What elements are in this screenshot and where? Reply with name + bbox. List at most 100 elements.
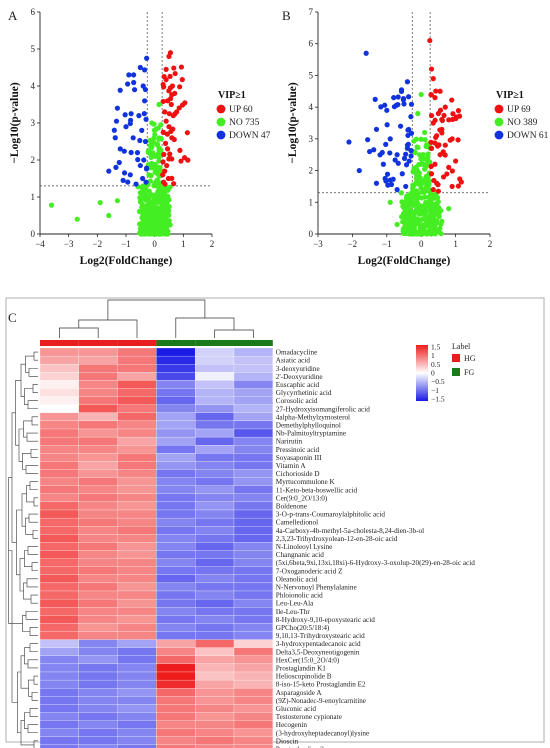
data-point — [418, 91, 424, 98]
heatmap-cell — [156, 412, 196, 422]
data-point — [346, 139, 352, 145]
data-point — [155, 168, 161, 174]
data-point — [131, 72, 137, 78]
data-point — [372, 96, 378, 102]
heatmap-cell — [39, 688, 79, 697]
legend-title: VIP≥1 — [496, 90, 524, 101]
heatmap-cell — [117, 509, 157, 519]
y-tick-label: 1 — [31, 192, 36, 202]
data-point — [163, 200, 169, 206]
data-point — [437, 107, 444, 113]
data-point — [151, 127, 157, 133]
legend-marker — [494, 104, 504, 114]
annotation-legend-swatch — [452, 354, 460, 362]
heatmap-cell — [156, 696, 196, 705]
data-point — [405, 132, 411, 139]
group-annotation-cell — [234, 340, 273, 346]
heatmap-cell — [233, 493, 273, 503]
heatmap-cell — [78, 607, 118, 616]
data-point — [143, 184, 149, 190]
heatmap-cell — [195, 542, 235, 551]
heatmap-cell — [195, 679, 235, 689]
heatmap-cell — [195, 453, 235, 462]
legend-label: UP 60 — [229, 105, 253, 115]
heatmap-cell — [195, 355, 235, 365]
heatmap-cell — [233, 655, 273, 665]
x-tick-label: −2 — [348, 239, 358, 249]
row-label: Myrtucommulone K — [276, 478, 336, 486]
heatmap-cell — [195, 380, 235, 389]
heatmap-cell — [233, 696, 273, 705]
data-point — [181, 155, 188, 161]
data-point — [140, 175, 146, 182]
row-dendrogram-branch — [30, 594, 38, 604]
data-point — [413, 164, 419, 171]
data-point — [446, 206, 452, 212]
heatmap-cell — [39, 445, 79, 454]
data-point — [398, 190, 405, 196]
y-tick-label: 3 — [309, 134, 314, 144]
row-label: 8-Hydroxy-9,10-epoxystearic acid — [276, 616, 375, 624]
x-tick-label: 0 — [419, 239, 424, 249]
heatmap-cell — [78, 688, 118, 697]
heatmap-cell — [195, 696, 235, 705]
row-label: (5xi,6beta,9xi,13xi,18xi)-6-Hydroxy-3-ox… — [276, 559, 475, 567]
heatmap-cell — [39, 712, 79, 721]
heatmap-cell — [195, 477, 235, 486]
data-point — [125, 179, 131, 185]
data-point — [434, 195, 441, 201]
data-point — [383, 141, 389, 147]
heatmap-cell — [233, 396, 273, 405]
data-point — [401, 101, 407, 107]
heatmap-cell — [233, 534, 273, 543]
heatmap-cell — [39, 485, 79, 494]
row-label: Cichorioside D — [276, 470, 320, 478]
heatmap-cell — [39, 574, 79, 584]
data-point — [179, 102, 186, 108]
row-label: Corosolic acid — [276, 397, 318, 405]
heatmap-cell — [233, 558, 273, 567]
y-tick-label: 2 — [309, 166, 314, 176]
heatmap-cell — [39, 550, 79, 559]
row-dendrogram-branch — [29, 708, 38, 717]
heatmap-cell — [195, 534, 235, 543]
heatmap-cell — [233, 744, 273, 748]
row-dendrogram-branch — [24, 647, 30, 665]
row-dendrogram-branch — [28, 679, 34, 697]
heatmap-cell — [156, 396, 196, 405]
heatmap-cell — [117, 590, 157, 600]
data-point — [455, 137, 461, 143]
data-point — [74, 216, 80, 222]
heatmap-cell — [117, 728, 157, 737]
data-point — [160, 81, 166, 88]
data-point — [428, 112, 435, 119]
heatmap-cell — [195, 469, 235, 478]
data-point — [371, 147, 377, 153]
heatmap-cell — [117, 671, 157, 681]
data-point — [130, 135, 136, 141]
data-point — [163, 77, 169, 83]
heatmap-cell — [195, 615, 235, 624]
row-label: Dioscin — [276, 737, 299, 745]
data-point — [436, 226, 442, 233]
heatmap-cell — [78, 372, 118, 381]
group-annotation-cell — [78, 340, 118, 346]
data-point — [143, 116, 149, 122]
heatmap-cell — [117, 655, 157, 665]
heatmap-cell — [195, 412, 235, 422]
row-label: 2,3,23-Trihydroxyolean-12-en-28-oic acid — [276, 535, 398, 543]
row-dendrogram-branch — [8, 550, 18, 703]
heatmap-cell — [117, 469, 157, 478]
data-point — [428, 231, 434, 237]
heatmap-cell — [233, 364, 273, 373]
row-label: N-Linoleoyl Lysine — [276, 543, 333, 551]
heatmap-cell — [117, 364, 157, 373]
heatmap-cell — [117, 445, 157, 454]
x-tick-label: 0 — [152, 239, 157, 249]
heatmap-cell — [195, 728, 235, 737]
heatmap-cell — [195, 364, 235, 373]
heatmap-cell — [117, 461, 157, 470]
heatmap-cell — [195, 582, 235, 592]
heatmap-cell — [195, 607, 235, 616]
heatmap-cell — [233, 712, 273, 721]
